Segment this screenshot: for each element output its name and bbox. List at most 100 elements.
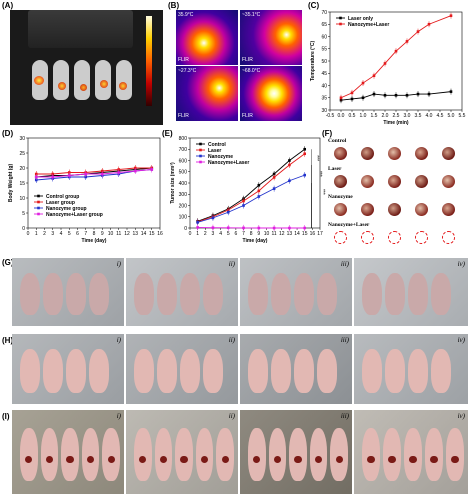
- tumor-site: [294, 456, 302, 464]
- fluorescence-spot: [100, 80, 108, 88]
- data-point: [257, 226, 261, 230]
- excised-tumor: [334, 147, 347, 160]
- fluorescence-spot: [34, 76, 44, 85]
- x-tick-label: 2: [204, 231, 207, 237]
- empty-tumor-marker: [361, 231, 374, 244]
- data-point: [449, 14, 453, 17]
- mouse-body: [180, 272, 200, 316]
- x-tick-label: 5: [227, 231, 230, 237]
- series-line: [36, 169, 152, 178]
- mouse-body: [20, 272, 40, 316]
- data-point: [372, 74, 376, 77]
- mouse-body: [385, 349, 405, 393]
- data-point: [303, 173, 307, 177]
- legend-label: Nanozyme+Laser: [208, 160, 249, 166]
- y-tick-label: 45: [321, 71, 327, 77]
- y-tick-label: 15: [19, 181, 25, 187]
- temp-readout: ~68.0°C: [242, 68, 261, 74]
- excised-tumor: [415, 147, 428, 160]
- excised-tumor: [415, 175, 428, 188]
- data-point: [226, 210, 230, 214]
- mouse-body: [446, 428, 464, 481]
- mice-photo-g-ii: ii): [126, 258, 238, 326]
- x-tick-label: 3.5: [415, 113, 422, 119]
- tumor-site: [66, 456, 74, 464]
- data-point: [427, 92, 431, 96]
- empty-tumor-marker: [415, 231, 428, 244]
- x-tick-label: 14: [294, 231, 300, 237]
- mouse-body: [362, 349, 382, 393]
- mouse-body: [20, 349, 40, 393]
- panel-label-i: (I): [2, 412, 10, 421]
- mice-photo-i-iv: iv): [354, 410, 468, 494]
- roman-label: ii): [228, 336, 235, 344]
- data-point: [288, 163, 291, 167]
- roman-label: ii): [228, 412, 235, 420]
- x-tick-label: 4.0: [426, 113, 433, 119]
- mice-photo-h-ii: ii): [126, 334, 238, 404]
- data-point: [150, 168, 154, 171]
- mouse-body: [203, 272, 223, 316]
- data-point: [383, 62, 387, 65]
- flir-logo: FLIR: [178, 57, 189, 63]
- x-tick-label: 0.5: [349, 113, 356, 119]
- group-label-laser: Laser: [328, 166, 342, 172]
- x-axis-label: Time (min): [383, 120, 409, 126]
- mice-photo-h-iv: iv): [354, 334, 468, 404]
- roman-label: iv): [457, 336, 465, 344]
- group-label-nanozyme: Nanozyme: [328, 194, 353, 200]
- series-line: [197, 148, 305, 222]
- mouse-body: [431, 349, 451, 393]
- tumor-site: [45, 456, 53, 464]
- panel-label-g: (G): [2, 258, 14, 267]
- excised-tumor: [361, 203, 374, 216]
- mouse-body: [248, 349, 268, 393]
- mice-photo-i-i: i): [12, 410, 124, 494]
- y-tick-label: 70: [321, 10, 327, 16]
- tumor-site: [367, 456, 375, 464]
- data-point: [84, 172, 88, 176]
- x-tick-label: 3: [212, 231, 215, 237]
- significance-label: ***: [320, 189, 326, 195]
- mouse-body: [425, 428, 443, 481]
- legend-marker: [37, 212, 40, 216]
- tumor-site: [451, 456, 459, 464]
- roman-label: iii): [340, 412, 349, 420]
- x-tick-label: 3.0: [404, 113, 411, 119]
- empty-tumor-marker: [442, 231, 455, 244]
- data-point: [257, 195, 261, 198]
- x-tick-label: 5.0: [448, 113, 455, 119]
- x-tick-label: -0.5: [326, 113, 335, 119]
- data-point: [117, 171, 121, 174]
- mouse-body: [271, 349, 291, 393]
- y-axis-label: Body Weight (g): [8, 164, 14, 203]
- legend-label: Nanozyme: [208, 154, 233, 160]
- y-tick-label: 10: [19, 196, 25, 202]
- mouse-body: [66, 349, 86, 393]
- data-point: [361, 81, 365, 85]
- mouse-body: [294, 272, 314, 316]
- mouse-body: [216, 428, 234, 481]
- y-tick-label: 600: [179, 158, 188, 164]
- mouse-body: [134, 349, 154, 393]
- legend-marker: [199, 142, 202, 146]
- x-tick-label: 13: [132, 231, 138, 237]
- x-tick-label: 7: [242, 231, 245, 237]
- y-tick-label: 200: [179, 203, 188, 209]
- data-point: [100, 172, 104, 176]
- data-point: [133, 169, 137, 173]
- mice-photo-g-iii: iii): [240, 258, 352, 326]
- x-tick-label: 15: [149, 231, 155, 237]
- data-point: [350, 91, 354, 95]
- excised-tumor: [442, 203, 455, 216]
- data-point: [394, 94, 398, 97]
- x-tick-label: 12: [124, 231, 130, 237]
- fluorescence-spot: [80, 84, 87, 91]
- x-tick-label: 4: [60, 231, 63, 237]
- roman-label: ii): [228, 260, 235, 268]
- x-tick-label: 14: [141, 231, 147, 237]
- tumor-site: [430, 456, 438, 464]
- mouse-body: [43, 349, 63, 393]
- mouse-body: [81, 428, 100, 481]
- y-axis-label: Tumor size (mm³): [170, 162, 176, 204]
